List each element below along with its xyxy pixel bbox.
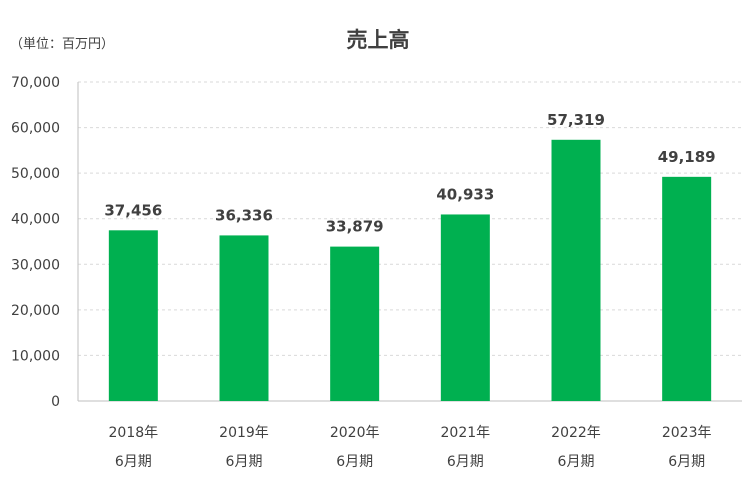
bar — [108, 230, 158, 401]
x-tick-label: 6月期 — [447, 454, 484, 470]
x-tick-label: 6月期 — [226, 454, 263, 470]
data-label: 40,933 — [436, 185, 494, 203]
x-tick-label: 6月期 — [558, 454, 595, 470]
y-tick-label: 10,000 — [11, 348, 60, 364]
y-tick-label: 60,000 — [11, 121, 60, 137]
bars — [108, 139, 712, 401]
x-tick-label: 2022年 — [551, 425, 601, 441]
x-tick-label: 2020年 — [330, 425, 380, 441]
data-label: 36,336 — [215, 206, 273, 224]
unit-label: （単位：百万円） — [10, 36, 114, 52]
data-label: 37,456 — [104, 201, 162, 219]
x-tick-label: 2018年 — [109, 425, 159, 441]
bar — [330, 246, 380, 401]
data-label: 49,189 — [658, 148, 716, 166]
bar — [219, 235, 269, 401]
x-tick-label: 6月期 — [336, 454, 373, 470]
bar — [662, 176, 712, 401]
y-tick-label: 40,000 — [11, 212, 60, 228]
y-axis-ticks: 0 10,000 20,000 30,000 40,000 50,000 60,000 70,… — [11, 75, 60, 410]
data-labels: 37,456 36,336 33,879 40,933 57,319 49,189 — [104, 111, 715, 236]
x-tick-label: 2021年 — [441, 425, 491, 441]
x-tick-label: 2019年 — [219, 425, 269, 441]
y-tick-label: 30,000 — [11, 257, 60, 273]
y-tick-label: 0 — [51, 394, 60, 410]
y-tick-label: 70,000 — [11, 75, 60, 91]
y-tick-label: 50,000 — [11, 166, 60, 182]
data-label: 57,319 — [547, 111, 605, 129]
chart-title: 売上高 — [347, 28, 410, 52]
x-tick-label: 6月期 — [115, 454, 152, 470]
x-tick-label: 6月期 — [668, 454, 705, 470]
bar — [440, 214, 490, 401]
x-tick-label: 2023年 — [662, 425, 712, 441]
y-tick-label: 20,000 — [11, 303, 60, 319]
bar — [551, 139, 601, 401]
x-axis-ticks: 2018年 6月期 2019年 6月期 2020年 6月期 2021年 6月期 2022年 6月期… — [109, 425, 712, 470]
data-label: 33,879 — [326, 218, 384, 236]
gridlines — [78, 81, 742, 356]
